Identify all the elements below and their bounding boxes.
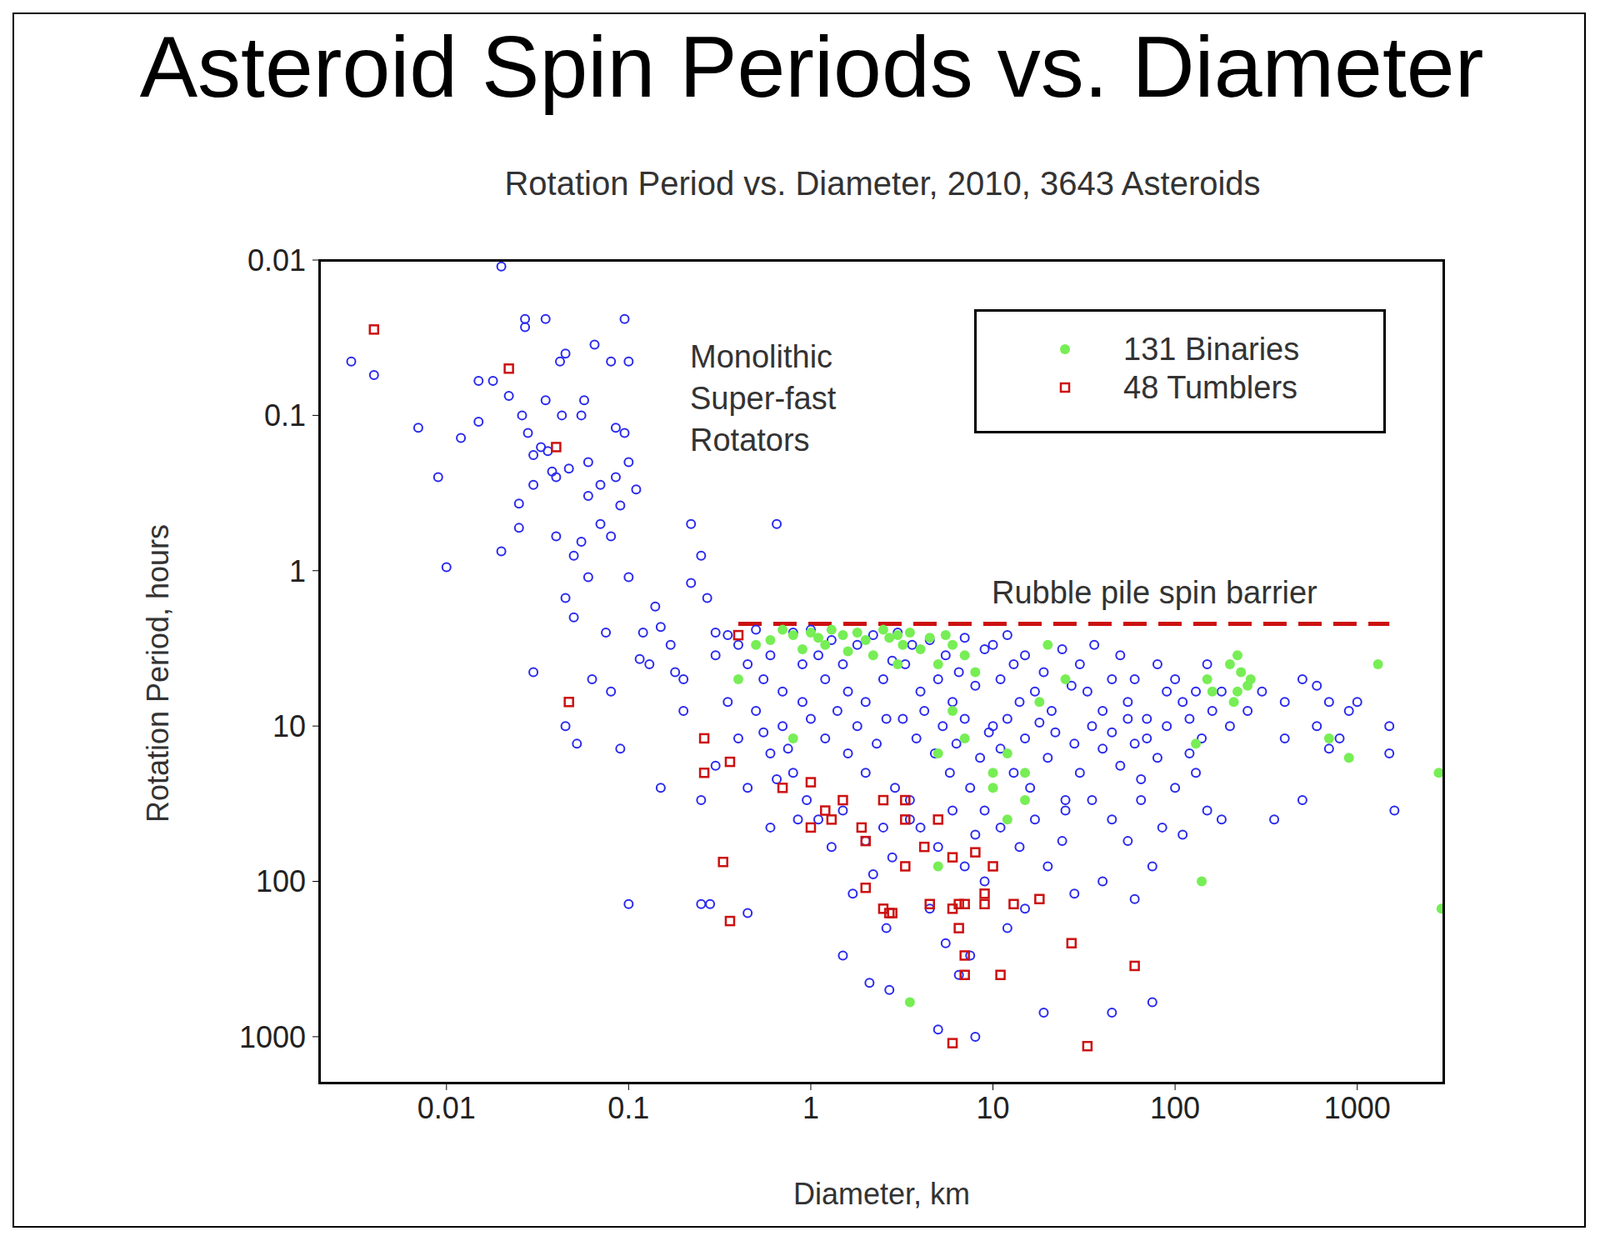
svg-text:1: 1 bbox=[802, 1090, 820, 1125]
svg-text:10: 10 bbox=[272, 709, 306, 744]
svg-text:0.01: 0.01 bbox=[417, 1090, 476, 1125]
html-text:131 Binaries: 131 Binaries bbox=[1123, 331, 1300, 367]
html-text:Diameter, km: Diameter, km bbox=[793, 1176, 970, 1211]
svg-text:100: 100 bbox=[1150, 1090, 1200, 1125]
svg-text:1000: 1000 bbox=[239, 1020, 306, 1055]
svg-text:0.1: 0.1 bbox=[264, 398, 306, 433]
html-text:48 Tumblers: 48 Tumblers bbox=[1123, 369, 1298, 405]
html-text:Rubble pile spin barrier: Rubble pile spin barrier bbox=[991, 575, 1318, 610]
svg-text:1000: 1000 bbox=[1324, 1090, 1391, 1125]
html-text:Asteroid Spin Periods vs. Diam: Asteroid Spin Periods vs. Diameter bbox=[139, 18, 1484, 115]
html-text:Rotation Period, hours: Rotation Period, hours bbox=[140, 524, 175, 823]
svg-text:0.01: 0.01 bbox=[247, 243, 306, 278]
svg-text:100: 100 bbox=[255, 864, 306, 899]
html-text:Rotation Period vs. Diameter,: Rotation Period vs. Diameter, 2010, 3643… bbox=[504, 165, 1261, 202]
svg-text:10: 10 bbox=[976, 1090, 1010, 1125]
html-text:Monolithic Super-fast Rotators: Monolithic Super-fast Rotators bbox=[690, 339, 837, 458]
svg-text:0.1: 0.1 bbox=[607, 1090, 650, 1125]
svg-text:1: 1 bbox=[289, 554, 306, 589]
